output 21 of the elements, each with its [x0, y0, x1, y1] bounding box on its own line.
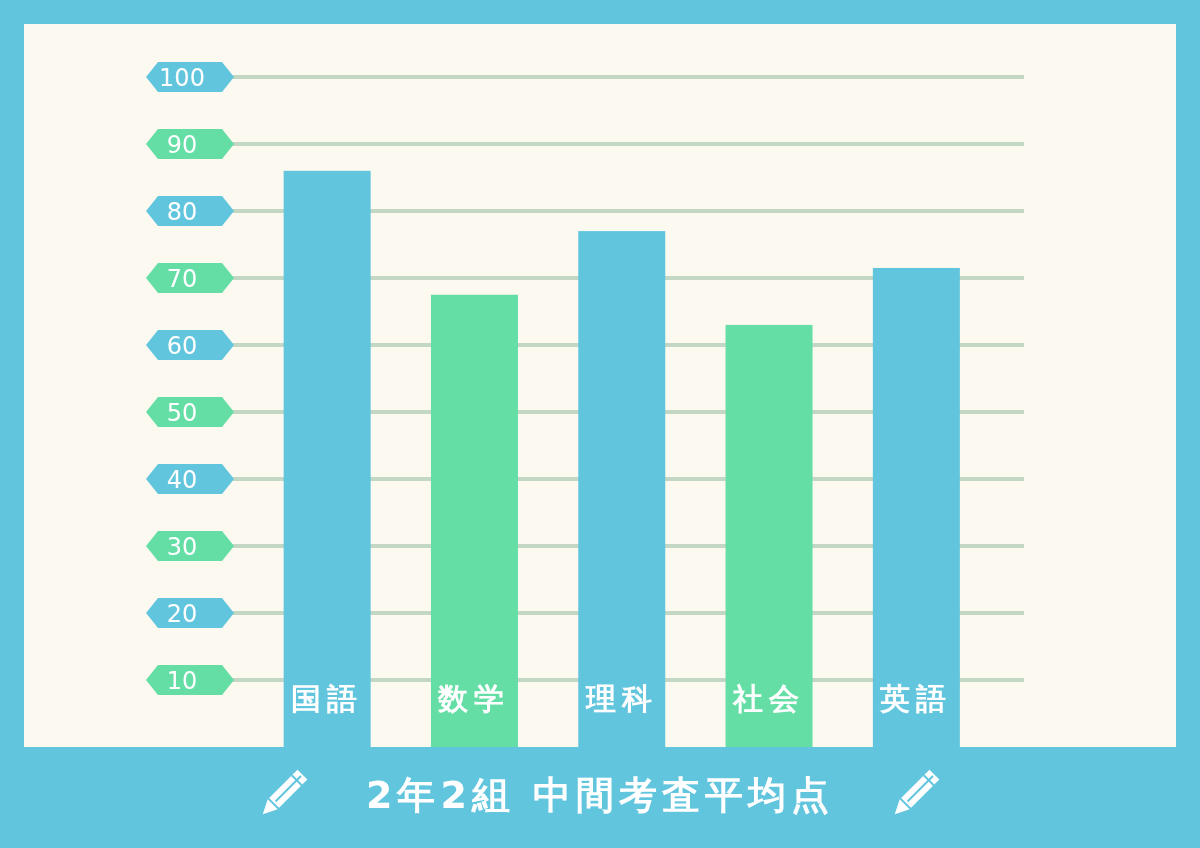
bar — [283, 170, 371, 747]
y-tick-label: 60 — [166, 332, 198, 360]
x-tick-label: 理科 — [584, 681, 658, 716]
y-tick-label: 50 — [166, 399, 198, 427]
bar — [430, 294, 518, 747]
text: 2年2組 中間考査平均点 — [365, 773, 835, 817]
x-tick-label: 英語 — [879, 681, 953, 716]
y-tick-label: 40 — [166, 466, 198, 494]
y-tick-label: 20 — [166, 600, 198, 628]
y-tick-label: 100 — [159, 64, 205, 92]
x-tick-label: 国語 — [291, 681, 364, 716]
y-tick-label: 30 — [166, 533, 198, 561]
y-tick-label: 80 — [166, 198, 198, 226]
bar — [725, 324, 813, 747]
x-tick-label: 数学 — [437, 681, 511, 716]
y-tick-label: 70 — [166, 265, 198, 293]
y-tick-label: 10 — [166, 667, 198, 695]
bar — [578, 231, 666, 747]
x-tick-label: 社会 — [732, 681, 806, 716]
bar — [872, 267, 960, 747]
y-tick-label: 90 — [166, 131, 198, 159]
